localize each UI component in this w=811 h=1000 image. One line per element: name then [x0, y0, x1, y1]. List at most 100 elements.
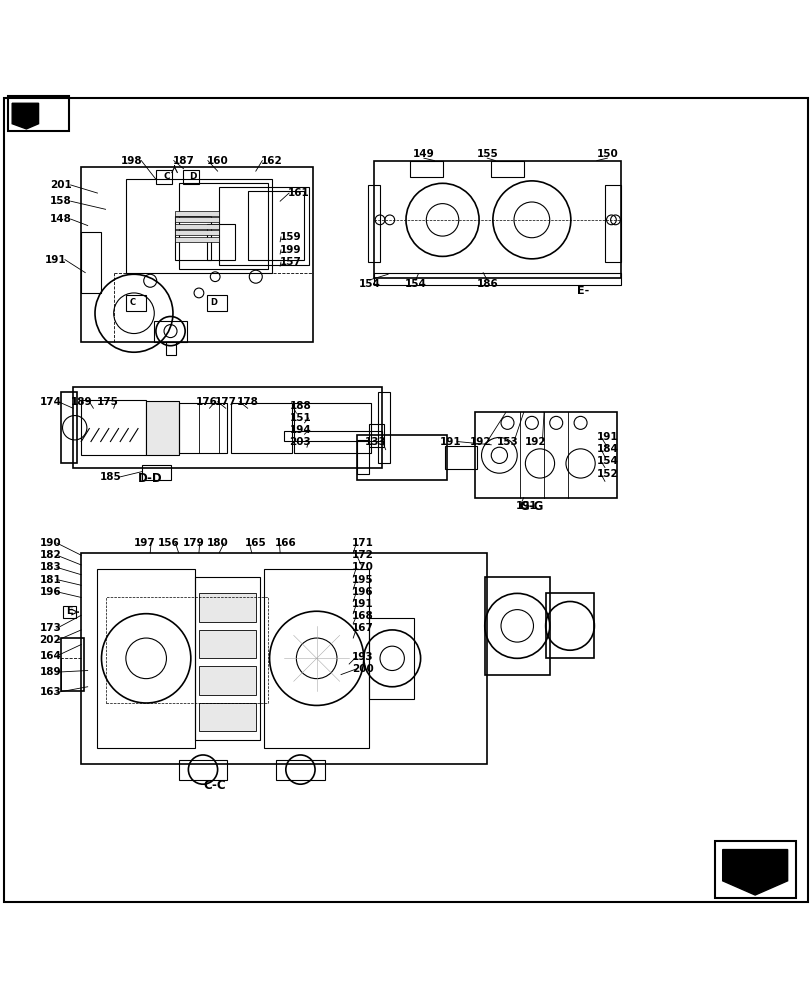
- Text: 172: 172: [352, 550, 373, 560]
- Text: 185: 185: [100, 472, 121, 482]
- Bar: [174, 224, 219, 229]
- Text: 148: 148: [50, 214, 71, 224]
- Bar: [284, 431, 381, 441]
- Bar: [178, 403, 227, 453]
- Text: 163: 163: [40, 687, 61, 697]
- Text: 186: 186: [476, 279, 497, 289]
- Text: 165: 165: [245, 538, 266, 548]
- Text: 189: 189: [40, 667, 61, 677]
- Text: 162: 162: [261, 156, 282, 166]
- Text: 170: 170: [352, 562, 373, 572]
- Bar: [199, 703, 255, 731]
- Text: 196: 196: [352, 587, 373, 597]
- Text: 202: 202: [40, 635, 61, 645]
- Text: 166: 166: [275, 538, 296, 548]
- Bar: [444, 446, 477, 469]
- Bar: [61, 392, 77, 463]
- Text: 193: 193: [352, 652, 373, 662]
- Text: 133: 133: [365, 437, 386, 447]
- Bar: [97, 569, 195, 748]
- Text: 199: 199: [280, 245, 301, 255]
- Text: 153: 153: [496, 437, 517, 447]
- Bar: [81, 232, 101, 293]
- Bar: [294, 403, 371, 453]
- Text: 200: 200: [352, 664, 373, 674]
- Bar: [146, 401, 178, 455]
- Bar: [199, 593, 255, 622]
- Text: 189: 189: [71, 397, 92, 407]
- Bar: [126, 179, 272, 273]
- Bar: [491, 161, 523, 177]
- Text: 168: 168: [352, 611, 373, 621]
- Text: 198: 198: [121, 156, 142, 166]
- Text: 188: 188: [290, 401, 311, 411]
- Bar: [357, 440, 369, 474]
- Text: 156: 156: [158, 538, 179, 548]
- Text: 203: 203: [290, 437, 311, 447]
- Text: 161: 161: [288, 188, 309, 198]
- Bar: [126, 295, 146, 311]
- Text: 180: 180: [207, 538, 228, 548]
- Text: 196: 196: [40, 587, 61, 597]
- Text: 167: 167: [352, 623, 373, 633]
- Text: C: C: [129, 298, 135, 307]
- Text: 171: 171: [352, 538, 373, 548]
- Text: 178: 178: [237, 397, 258, 407]
- Bar: [264, 569, 369, 748]
- Text: 173: 173: [40, 623, 61, 633]
- Bar: [174, 211, 219, 216]
- Bar: [714, 841, 795, 898]
- Bar: [8, 96, 69, 131]
- Bar: [199, 630, 255, 658]
- Text: D: D: [189, 172, 197, 181]
- Bar: [474, 412, 616, 498]
- Text: 157: 157: [280, 257, 301, 267]
- Text: 194: 194: [290, 425, 311, 435]
- Text: 181: 181: [40, 575, 61, 585]
- Text: 175: 175: [97, 397, 118, 407]
- Bar: [357, 435, 446, 480]
- Text: G-G: G-G: [519, 500, 543, 513]
- Bar: [142, 465, 170, 480]
- Bar: [207, 295, 227, 311]
- Bar: [373, 161, 620, 278]
- Bar: [178, 760, 227, 780]
- Text: 176: 176: [196, 397, 217, 407]
- Bar: [174, 217, 219, 222]
- Text: 191: 191: [440, 437, 461, 447]
- Text: 182: 182: [40, 550, 61, 560]
- Bar: [410, 161, 442, 177]
- Text: E: E: [66, 606, 72, 616]
- Bar: [61, 638, 84, 691]
- Bar: [373, 273, 620, 285]
- Text: 149: 149: [413, 149, 434, 159]
- Bar: [231, 403, 292, 453]
- Text: C-C: C-C: [204, 779, 226, 792]
- Polygon shape: [722, 850, 787, 895]
- Bar: [174, 230, 219, 235]
- Bar: [367, 185, 380, 262]
- Bar: [174, 216, 211, 260]
- Text: 201: 201: [50, 180, 71, 190]
- Bar: [219, 187, 308, 265]
- Bar: [166, 342, 176, 355]
- Text: C: C: [163, 172, 169, 181]
- Text: 154: 154: [596, 456, 617, 466]
- Bar: [369, 618, 414, 699]
- Bar: [199, 666, 255, 695]
- Bar: [156, 170, 172, 184]
- Text: 160: 160: [207, 156, 228, 166]
- Text: 164: 164: [40, 651, 61, 661]
- Bar: [484, 577, 549, 675]
- Bar: [81, 400, 146, 455]
- Text: 159: 159: [280, 232, 301, 242]
- Text: 197: 197: [134, 538, 155, 548]
- Text: 191: 191: [596, 432, 617, 442]
- Text: 152: 152: [596, 469, 617, 479]
- Text: D: D: [210, 298, 217, 307]
- Text: 191: 191: [352, 599, 373, 609]
- Text: 151: 151: [290, 413, 311, 423]
- Bar: [377, 392, 389, 463]
- Polygon shape: [12, 103, 39, 129]
- Text: 191: 191: [515, 501, 536, 511]
